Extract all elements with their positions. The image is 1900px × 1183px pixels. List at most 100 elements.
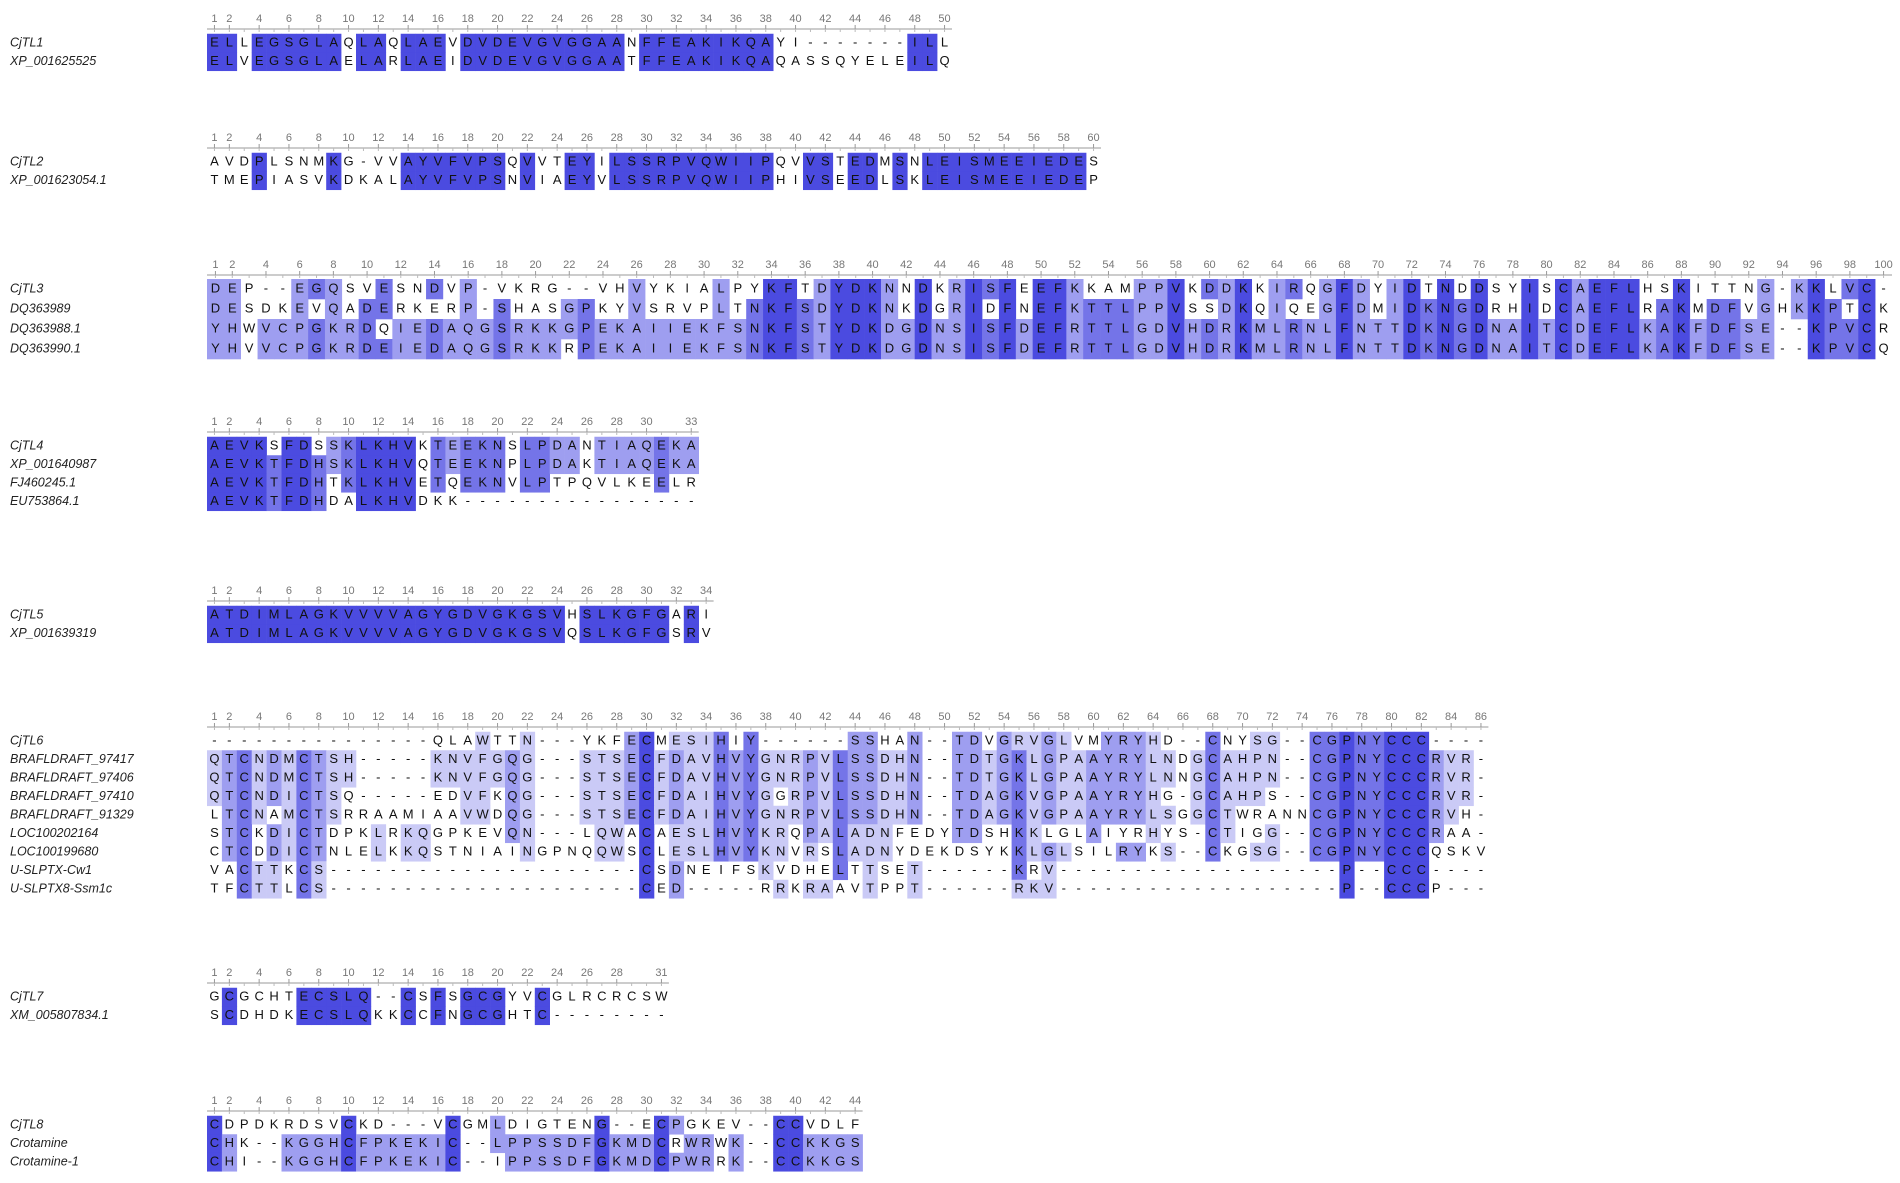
- ruler-label: 10: [342, 967, 354, 979]
- residue-shade: [1504, 319, 1522, 340]
- residue-shade: [519, 768, 536, 788]
- ruler-label: 34: [765, 259, 777, 271]
- residue-shade: [505, 1134, 521, 1154]
- residue-shade: [221, 455, 238, 475]
- residue-shade: [1824, 319, 1842, 340]
- ruler-label: 6: [286, 13, 292, 25]
- ruler-label: 14: [428, 259, 440, 271]
- residue-shade: [534, 473, 550, 493]
- residue-shade: [628, 279, 646, 300]
- residue-shade: [356, 455, 372, 475]
- residue-shade: [966, 805, 983, 825]
- ruler-label: 32: [670, 711, 682, 723]
- residue-shade: [966, 750, 983, 770]
- residue-shade: [609, 1134, 625, 1154]
- residue-shade: [713, 52, 729, 72]
- residue-shade: [728, 152, 744, 172]
- residue-shade: [862, 787, 878, 807]
- residue-shade: [1201, 339, 1219, 360]
- residue-shade: [207, 339, 225, 360]
- residue-shade: [1757, 279, 1775, 300]
- residue-shade: [221, 605, 238, 625]
- residue-shade: [308, 339, 326, 360]
- residue-shade: [639, 605, 655, 625]
- residue-shade: [594, 750, 610, 770]
- residue-shade: [847, 171, 863, 191]
- ruler-label: 28: [611, 585, 623, 597]
- residue-shade: [683, 436, 699, 456]
- residue-shade: [341, 605, 357, 625]
- residue-shade: [1386, 319, 1404, 340]
- residue-shade: [1354, 842, 1370, 862]
- residue-shade: [311, 879, 327, 899]
- residue-shade: [758, 171, 774, 191]
- residue-shade: [1399, 768, 1415, 788]
- ruler-label: 46: [968, 259, 980, 271]
- residue-shade: [1201, 279, 1219, 300]
- residue-shade: [445, 1134, 461, 1154]
- residue-shade: [1205, 805, 1221, 825]
- residue-shade: [758, 824, 774, 844]
- residue-shade: [356, 1006, 372, 1026]
- residue-shade: [763, 319, 781, 340]
- residue-shade: [326, 1134, 342, 1154]
- residue-shade: [1190, 787, 1206, 807]
- residue-shade: [296, 768, 312, 788]
- residue-shade: [505, 824, 521, 844]
- residue-shade: [460, 605, 476, 625]
- residue-shade: [1218, 339, 1236, 360]
- residue-shade: [236, 473, 252, 493]
- residue-shade: [966, 152, 983, 172]
- ruler-label: 8: [316, 967, 322, 979]
- residue-shade: [207, 299, 225, 320]
- residue-shade: [668, 824, 685, 844]
- residue-shade: [1071, 750, 1087, 770]
- residue-shade: [544, 339, 562, 360]
- residue-shade: [1504, 339, 1522, 360]
- residue-shade: [817, 768, 834, 788]
- residue-shade: [624, 152, 640, 172]
- residue-shade: [1689, 339, 1707, 360]
- residue-shade: [251, 768, 267, 788]
- ruler-label: 16: [432, 416, 444, 428]
- residue-shade: [609, 768, 625, 788]
- residue-shade: [370, 1134, 387, 1154]
- residue-shade: [221, 624, 238, 644]
- ruler-label: 56: [1028, 711, 1040, 723]
- residue-shade: [400, 492, 416, 512]
- residue-shade: [281, 1134, 297, 1154]
- residue-shade: [683, 52, 699, 72]
- residue-shade: [907, 805, 923, 825]
- residue-shade: [1011, 152, 1027, 172]
- residue-shade: [544, 319, 562, 340]
- residue-shade: [1234, 319, 1252, 340]
- ruler-label: 10: [342, 1095, 354, 1107]
- residue-shade: [773, 879, 789, 899]
- residue-shade: [475, 750, 491, 770]
- residue-shade: [832, 842, 848, 862]
- residue-shade: [400, 455, 416, 475]
- ruler-label: 44: [849, 132, 861, 144]
- residue-shade: [728, 824, 744, 844]
- ruler-label: 26: [581, 13, 593, 25]
- residue-shade: [1234, 279, 1252, 300]
- residue-shade: [311, 805, 327, 825]
- residue-shade: [1369, 319, 1387, 340]
- residue-shade: [1386, 339, 1404, 360]
- residue-shade: [1413, 768, 1430, 788]
- residue-shade: [221, 52, 238, 72]
- sequence: GCGCHTECSLQ--CSFSGCGYVCGLRCRCSW: [209, 988, 668, 1003]
- residue-shade: [1824, 339, 1842, 360]
- residue-shade: [534, 1006, 550, 1026]
- ruler-label: 76: [1326, 711, 1338, 723]
- residue-shade: [519, 436, 536, 456]
- ruler-label: 28: [611, 13, 623, 25]
- ruler-label: 22: [521, 416, 533, 428]
- ruler-label: 40: [789, 132, 801, 144]
- residue-shade: [385, 436, 401, 456]
- residue-shade: [1324, 824, 1340, 844]
- residue-shade: [1235, 787, 1251, 807]
- residue-shade: [236, 436, 252, 456]
- residue-shade: [1384, 879, 1400, 899]
